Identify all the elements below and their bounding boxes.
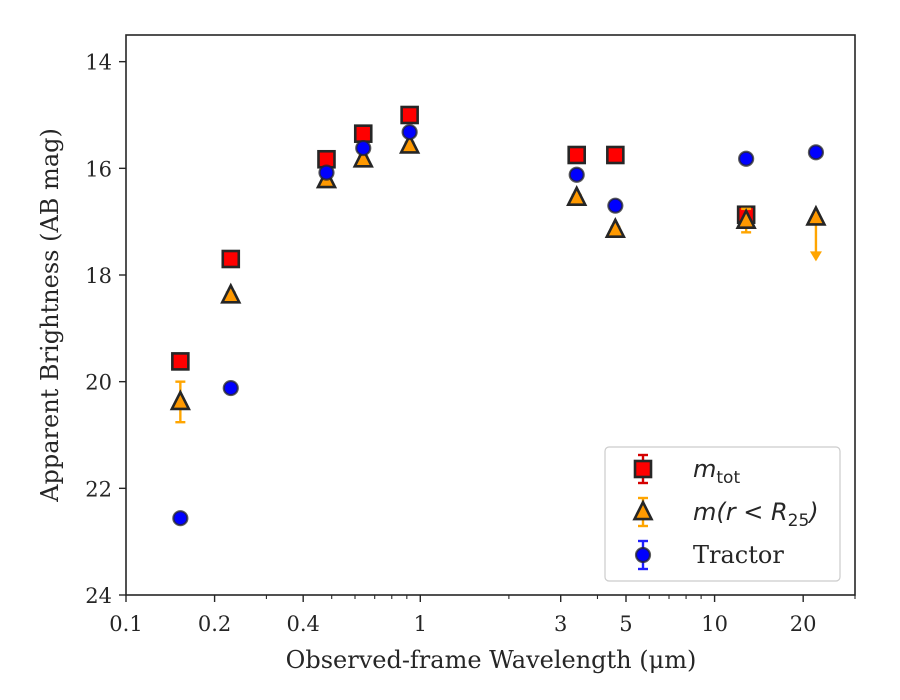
data-point-m-tot [353,124,373,143]
x-tick-label: 1 [414,612,427,636]
legend-entry-m-r25: m(r < R25) [632,496,819,531]
data-point-tractor [401,123,418,141]
x-tick-label: 0.4 [286,612,319,636]
plot-area [169,105,827,527]
data-point-tractor [807,144,825,161]
legend: mtot m(r < R25) Tractor [604,446,841,582]
data-point-tractor [222,379,239,397]
y-tick-label: 24 [85,584,112,608]
data-point-tractor [318,164,335,181]
x-tick-label: 5 [619,612,632,636]
legend-label-m-r25: m(r < R25) [693,498,819,531]
data-point-m-tot [400,105,419,125]
data-point-m-r25 [735,207,757,229]
data-point-m-r25 [805,204,827,226]
data-point-m-tot [221,249,241,269]
x-tick-label: 10 [701,612,728,636]
y-tick-label: 20 [85,371,112,395]
data-point-m-r25 [566,185,588,207]
data-point-m-tot [606,145,625,165]
x-tick-label: 3 [554,612,567,636]
x-tick-label: 0.2 [198,612,231,636]
series-m-r25 [169,132,827,424]
legend-marker-tractor [634,546,652,564]
x-tick-label: 20 [790,612,817,636]
legend-label-m-tot: mtot [693,455,740,488]
data-point-m-r25 [399,132,421,154]
data-point-m-r25 [220,282,242,304]
data-point-tractor [607,197,624,214]
y-axis-label: Apparent Brightness (AB mag) [36,128,64,503]
x-tick-label: 0.1 [109,612,142,636]
data-point-tractor [172,510,189,527]
legend-marker-m-r25 [632,499,654,521]
data-point-tractor [355,139,372,157]
data-point-tractor [568,166,585,183]
axes: 0.1 0.2 0.4 1 3 5 10 20 14 16 18 20 22 24 [85,34,856,636]
y-tick-label: 18 [85,264,112,288]
data-point-m-r25 [169,389,191,411]
legend-marker-m-tot [633,459,653,479]
legend-frame [604,446,841,582]
y-tick-label: 14 [85,51,112,75]
y-tick-label: 16 [85,157,112,181]
series-tractor [172,123,825,527]
series-m-tot [171,105,756,371]
data-point-tractor [738,150,755,167]
data-point-m-r25 [352,146,374,168]
upper-limit-arrow [809,251,822,262]
plot-frame [125,34,856,596]
data-point-m-r25 [604,217,626,239]
data-point-m-tot [567,145,587,165]
legend-label-tractor: Tractor [693,541,784,569]
legend-entry-m-tot: mtot [633,453,740,488]
x-axis-label: Observed-frame Wavelength (μm) [286,646,697,674]
y-tick-label: 22 [85,477,112,501]
legend-entry-tractor: Tractor [634,539,784,571]
data-point-m-tot [171,352,190,371]
